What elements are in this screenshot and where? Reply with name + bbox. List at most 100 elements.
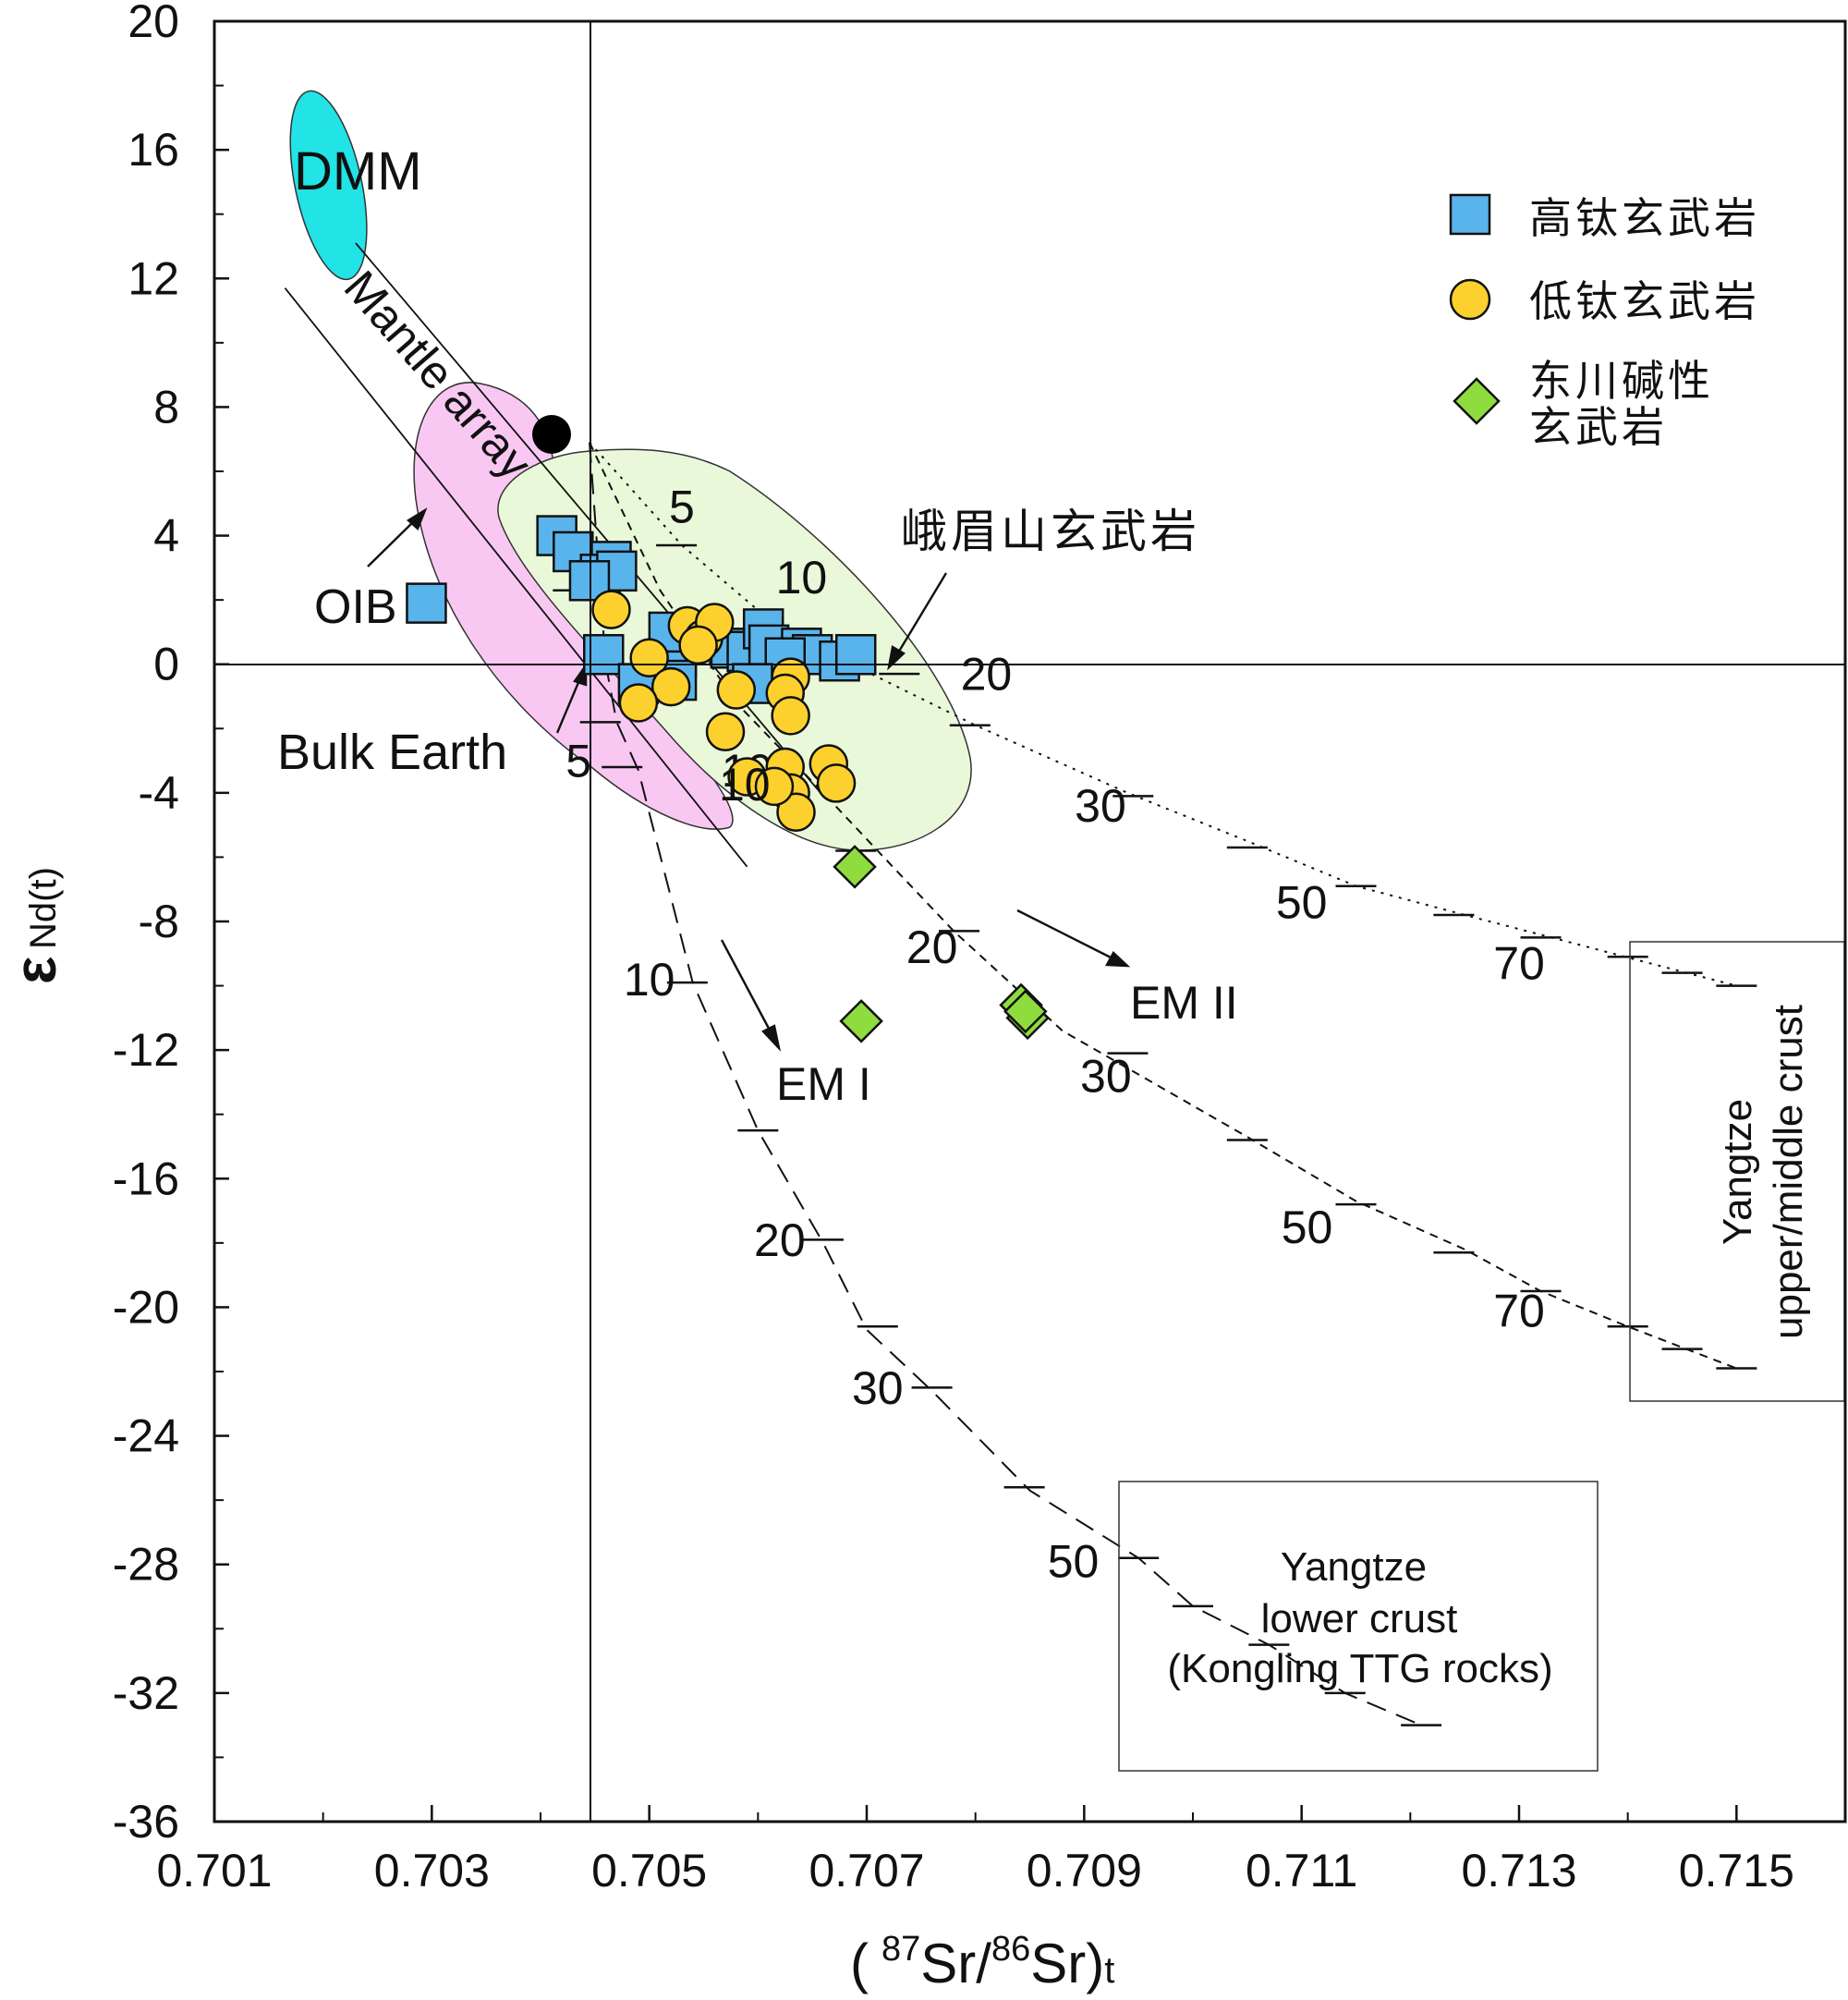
arrow-em2-head bbox=[1105, 951, 1131, 968]
y-tick-label: 16 bbox=[128, 124, 179, 176]
x-tick-label: 0.715 bbox=[1679, 1845, 1794, 1896]
curve-percent-label: 70 bbox=[1493, 938, 1545, 990]
legend-dongchuan-label-2: 玄武岩 bbox=[1529, 402, 1668, 452]
low-ti-point bbox=[618, 683, 659, 723]
curve-percent-label: 20 bbox=[961, 649, 1013, 701]
dmm-field bbox=[289, 90, 368, 281]
legend-high-ti-marker bbox=[1449, 193, 1491, 236]
y-tick-label: 8 bbox=[153, 381, 179, 433]
low-ti-point bbox=[754, 766, 795, 807]
upper-crust-label-2: upper/middle crust bbox=[1766, 1005, 1811, 1339]
plot-frame bbox=[213, 19, 1847, 1823]
legend-low-ti-label: 低钛玄武岩 bbox=[1529, 276, 1760, 326]
arrow-oib-head bbox=[407, 507, 428, 531]
arrow-emeishan-head bbox=[887, 645, 906, 671]
low-ti-point bbox=[678, 625, 718, 665]
arrow-em2 bbox=[1016, 909, 1119, 963]
x-tick-label: 0.705 bbox=[591, 1845, 707, 1896]
x-tick-label: 0.707 bbox=[808, 1845, 924, 1896]
curve-percent-label: 20 bbox=[906, 921, 958, 973]
curve-percent-label: 30 bbox=[1075, 780, 1126, 832]
curve-percent-label: 20 bbox=[754, 1214, 806, 1266]
y-axis-title: ε Nd(t) bbox=[2, 867, 68, 984]
x-tick-label: 0.701 bbox=[156, 1845, 272, 1896]
x-axis-title-sup2: 86 bbox=[991, 1930, 1030, 1969]
low-ti-point bbox=[776, 792, 816, 832]
curve-percent-label: 50 bbox=[1282, 1201, 1333, 1253]
lower-crust-box bbox=[1118, 1481, 1599, 1772]
mantle-array-lower-line bbox=[284, 287, 748, 868]
upper-crust-label-1: Yangtze bbox=[1715, 1099, 1760, 1245]
lower-crust-label-3: (Kongling TTG rocks) bbox=[1167, 1646, 1552, 1691]
x-axis-title-sr2: Sr) bbox=[1030, 1933, 1104, 1994]
curve-percent-label: 10 bbox=[776, 552, 828, 604]
high-ti-point bbox=[406, 582, 447, 624]
x-axis-title-sr1: Sr/ bbox=[920, 1933, 991, 1994]
em1-label: EM I bbox=[776, 1058, 871, 1110]
low-ti-point bbox=[650, 666, 691, 707]
curve-percent-label: 50 bbox=[1048, 1536, 1100, 1588]
y-tick-label: 20 bbox=[128, 0, 179, 47]
y-tick-label: -8 bbox=[139, 896, 179, 947]
low-ti-point bbox=[771, 696, 810, 736]
y-tick-label: 12 bbox=[128, 252, 179, 304]
x-axis-title-sub: t bbox=[1104, 1950, 1114, 1991]
y-tick-label: 0 bbox=[153, 639, 179, 690]
curve-percent-label: 50 bbox=[1276, 877, 1328, 929]
low-ti-point bbox=[629, 638, 669, 678]
emeishan-label: 峨眉山玄武岩 bbox=[901, 505, 1200, 558]
curve-percent-label: 30 bbox=[1080, 1050, 1132, 1102]
curve-percent-label: 10 bbox=[624, 954, 675, 1006]
x-axis-title-sup1: 87 bbox=[881, 1930, 920, 1969]
low-ti-point bbox=[716, 670, 757, 710]
diagonal-curve-10-label: 10 bbox=[719, 759, 771, 811]
curve-percent-label: 30 bbox=[852, 1362, 904, 1414]
lower-crust-label-2: lower crust bbox=[1261, 1596, 1458, 1641]
curve-percent-label: 70 bbox=[1493, 1285, 1545, 1336]
dongchuan-point bbox=[833, 845, 877, 889]
low-ti-point bbox=[816, 763, 857, 803]
x-tick-label: 0.711 bbox=[1246, 1845, 1357, 1896]
y-tick-label: -12 bbox=[113, 1024, 179, 1076]
legend: 高钛玄武岩 低钛玄武岩 东川碱性 玄武岩 bbox=[1449, 193, 1760, 452]
y-axis-title-sub: Nd(t) bbox=[23, 867, 64, 949]
x-tick-label: 0.713 bbox=[1461, 1845, 1576, 1896]
curve-percent-label: 5 bbox=[669, 482, 695, 533]
axis-layer: 0.701 0.703 0.705 0.707 0.709 0.711 0.713 0.715… bbox=[113, 0, 1794, 1896]
em2-label: EM II bbox=[1130, 977, 1238, 1029]
low-ti-point bbox=[591, 590, 631, 629]
y-tick-label: 4 bbox=[153, 510, 179, 562]
mixing-curves: 5 10 20 30 50 70 10 20 30 50 70 5 10 20 30 50 bbox=[553, 442, 1757, 1726]
x-axis-title-open: ( bbox=[850, 1933, 869, 1994]
y-tick-label: -4 bbox=[139, 767, 179, 819]
mantle-endmember-dot bbox=[532, 415, 571, 454]
bulk-earth-label: Bulk Earth bbox=[277, 725, 507, 780]
dmm-label: DMM bbox=[294, 141, 422, 201]
oib-label: OIB bbox=[314, 580, 397, 634]
curve-EMI-curve bbox=[589, 442, 1422, 1726]
y-tick-label: -32 bbox=[113, 1667, 179, 1719]
y-tick-label: -24 bbox=[113, 1410, 179, 1462]
lower-crust-label-1: Yangtze bbox=[1281, 1544, 1427, 1590]
y-tick-label: -20 bbox=[113, 1281, 179, 1333]
arrow-bulk-earth bbox=[555, 673, 584, 734]
x-tick-label: 0.703 bbox=[374, 1845, 490, 1896]
y-axis-title-epsilon: ε bbox=[2, 957, 68, 984]
legend-low-ti-marker bbox=[1449, 278, 1491, 321]
legend-high-ti-label: 高钛玄武岩 bbox=[1529, 193, 1760, 243]
arrow-em1 bbox=[720, 939, 776, 1040]
y-tick-label: -28 bbox=[113, 1539, 179, 1591]
y-tick-label: -16 bbox=[113, 1152, 179, 1204]
arrow-oib bbox=[367, 517, 419, 567]
legend-dongchuan-label-1: 东川碱性 bbox=[1529, 356, 1714, 406]
low-ti-point bbox=[705, 712, 746, 752]
dongchuan-point bbox=[1003, 989, 1048, 1034]
x-tick-label: 0.709 bbox=[1027, 1845, 1142, 1896]
y-tick-label: -36 bbox=[113, 1796, 179, 1848]
legend-dongchuan-marker bbox=[1453, 377, 1501, 425]
high-ti-point bbox=[834, 634, 877, 676]
arrow-em1-head bbox=[761, 1024, 782, 1052]
x-axis-title: (87Sr/86Sr)t bbox=[850, 1930, 1114, 1994]
dongchuan-point bbox=[839, 999, 883, 1043]
